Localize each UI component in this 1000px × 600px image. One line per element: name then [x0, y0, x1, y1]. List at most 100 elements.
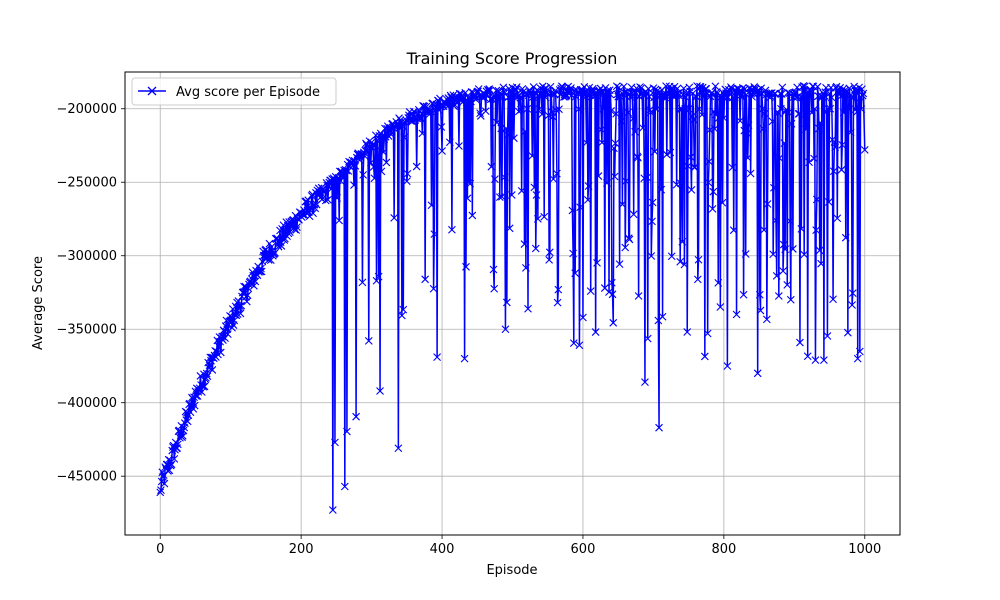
data-point-marker [476, 109, 484, 118]
data-point-marker [569, 249, 577, 258]
data-point-marker [825, 89, 834, 98]
data-point-marker [243, 297, 251, 306]
data-point-marker [170, 455, 179, 463]
data-point-marker [445, 138, 454, 147]
data-point-marker [552, 106, 561, 115]
data-point-marker [663, 92, 672, 101]
data-point-marker [741, 250, 750, 258]
legend-marker-x-icon [147, 86, 157, 96]
data-point-marker [197, 388, 206, 396]
data-point-marker [374, 156, 382, 165]
data-point-marker [327, 184, 336, 193]
data-point-marker [812, 226, 821, 235]
data-point-marker [271, 248, 279, 257]
y-tick-label: −300000 [56, 249, 117, 264]
data-point-marker [266, 256, 275, 264]
data-point-marker [466, 179, 475, 188]
data-point-marker [597, 125, 606, 134]
data-point-marker [199, 382, 208, 391]
data-point-marker [787, 119, 796, 128]
data-point-marker [650, 147, 659, 156]
data-point-marker [591, 328, 600, 336]
data-point-marker [860, 146, 869, 154]
data-point-marker [504, 93, 513, 102]
data-point-marker [437, 123, 446, 131]
data-point-marker [698, 110, 706, 119]
data-point-marker [293, 223, 301, 232]
data-point-marker [812, 195, 821, 204]
data-point-marker [390, 214, 399, 222]
data-point-marker [373, 136, 382, 145]
data-point-marker [674, 89, 682, 97]
data-point-marker [173, 440, 182, 449]
data-point-marker [772, 272, 781, 280]
data-point-marker [629, 210, 638, 219]
data-point-marker [548, 112, 557, 121]
data-point-marker [777, 90, 786, 98]
data-point-marker [729, 93, 737, 102]
data-point-marker [223, 330, 232, 339]
data-point-marker [648, 217, 656, 226]
data-point-marker [358, 278, 367, 287]
data-point-marker [491, 175, 499, 184]
axis-ticks: 0 200 400 600 800 1000 −450000 −400000 −350000 −3… [56, 102, 881, 557]
y-axis-label: Average Score [31, 256, 46, 350]
data-point-marker [725, 89, 734, 97]
data-point-marker [852, 87, 861, 96]
data-point-marker [643, 173, 651, 182]
data-point-marker [257, 267, 266, 276]
data-point-marker [608, 290, 617, 299]
data-point-marker [493, 118, 501, 127]
data-point-marker [367, 158, 375, 167]
data-point-marker [519, 87, 527, 96]
x-tick-label: 200 [289, 542, 314, 557]
data-point-marker [768, 117, 777, 126]
data-point-marker [256, 267, 265, 276]
data-point-marker [554, 285, 563, 294]
data-point-marker [321, 187, 329, 196]
series-line [159, 85, 866, 511]
data-point-marker [484, 87, 493, 95]
x-axis-label: Episode [486, 563, 537, 578]
data-point-marker [760, 225, 768, 234]
data-point-marker [190, 401, 199, 410]
data-point-marker [333, 194, 341, 202]
data-point-marker [533, 215, 542, 223]
data-point-marker [666, 148, 675, 157]
data-point-marker [618, 200, 627, 209]
data-point-marker [681, 104, 689, 113]
data-point-marker [708, 204, 717, 213]
data-point-marker [629, 114, 637, 123]
data-point-marker [474, 85, 483, 93]
data-point-marker [836, 92, 845, 101]
data-point-marker [584, 195, 592, 204]
data-point-marker [605, 288, 613, 296]
data-point-marker [399, 305, 408, 314]
data-point-marker [612, 82, 621, 91]
data-point-marker [490, 284, 499, 293]
data-point-marker [254, 268, 263, 276]
data-point-marker [705, 126, 714, 134]
data-point-marker [689, 115, 698, 124]
data-point-marker [500, 87, 508, 96]
data-point-marker [655, 423, 663, 432]
data-point-marker [795, 109, 804, 118]
data-point-marker [349, 161, 358, 169]
data-point-marker [576, 203, 585, 212]
series-layer [156, 82, 869, 514]
data-point-marker [523, 105, 532, 113]
data-point-marker [567, 84, 575, 93]
data-point-marker [324, 195, 332, 204]
data-point-marker [709, 187, 718, 196]
y-tick-label: −400000 [56, 396, 117, 411]
data-point-marker [396, 116, 405, 125]
data-point-marker [571, 269, 580, 278]
data-point-marker [775, 154, 784, 162]
data-point-marker [376, 387, 384, 395]
data-point-marker [682, 89, 691, 98]
data-point-marker [438, 147, 446, 155]
data-point-marker [646, 108, 655, 117]
data-point-marker [216, 348, 225, 357]
data-point-marker [417, 109, 426, 118]
data-point-marker [612, 109, 620, 118]
